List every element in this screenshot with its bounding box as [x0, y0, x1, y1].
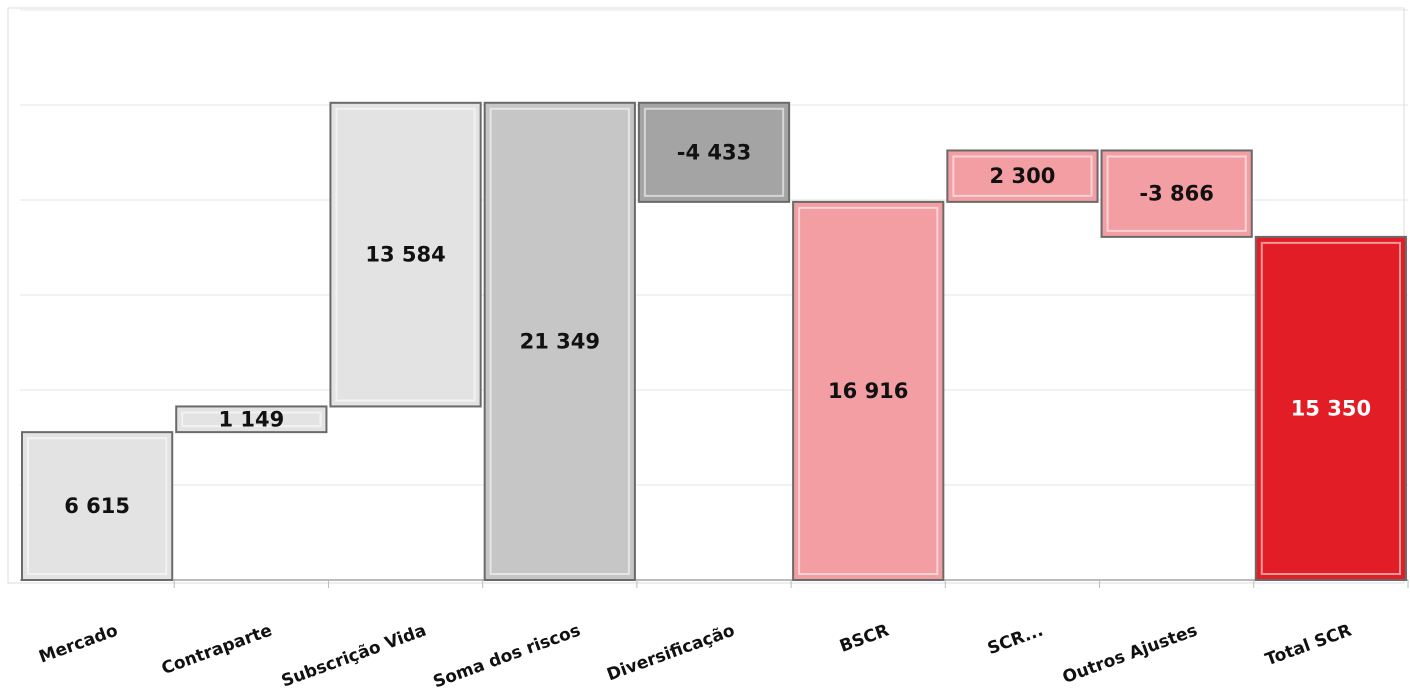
- bar: [329, 101, 482, 408]
- x-tick-label: Diversificação: [604, 621, 737, 686]
- value-label: -4 433: [677, 140, 751, 164]
- x-tick-label: Mercado: [36, 621, 120, 668]
- value-label: 1 149: [218, 407, 284, 431]
- value-label: 13 584: [365, 243, 445, 267]
- x-tick-label: Total SCR: [1263, 621, 1355, 671]
- value-label: 21 349: [520, 329, 600, 353]
- bar-bevel: [27, 437, 168, 575]
- x-tick-label: BSCR: [837, 621, 892, 657]
- value-label: 15 350: [1291, 396, 1371, 420]
- bar-bevel: [335, 107, 476, 402]
- bar: [1100, 149, 1253, 238]
- bar-bevel: [1106, 155, 1247, 232]
- x-tick-label: Contraparte: [159, 621, 275, 679]
- bar: [792, 200, 945, 581]
- bar: [946, 149, 1099, 203]
- value-label: 2 300: [990, 164, 1056, 188]
- bar: [1254, 235, 1408, 581]
- bar-bevel: [181, 411, 322, 428]
- bar-bevel: [489, 107, 630, 576]
- x-tick-label: Outros Ajustes: [1060, 621, 1200, 688]
- value-label: 16 916: [828, 379, 908, 403]
- bar-bevel: [643, 107, 785, 197]
- value-label: -3 866: [1139, 182, 1213, 206]
- bar: [483, 101, 636, 582]
- x-tick-label: SCR...: [985, 621, 1046, 659]
- bar: [637, 101, 791, 203]
- value-label: 6 615: [64, 494, 130, 518]
- bar-bevel: [798, 206, 939, 575]
- bar-bevel: [952, 155, 1093, 197]
- bar: [175, 405, 328, 434]
- x-tick-label: Subscrição Vida: [279, 621, 429, 692]
- x-tick-label: Soma dos riscos: [431, 621, 584, 693]
- bar: [21, 431, 174, 581]
- bar-bevel: [1260, 241, 1402, 575]
